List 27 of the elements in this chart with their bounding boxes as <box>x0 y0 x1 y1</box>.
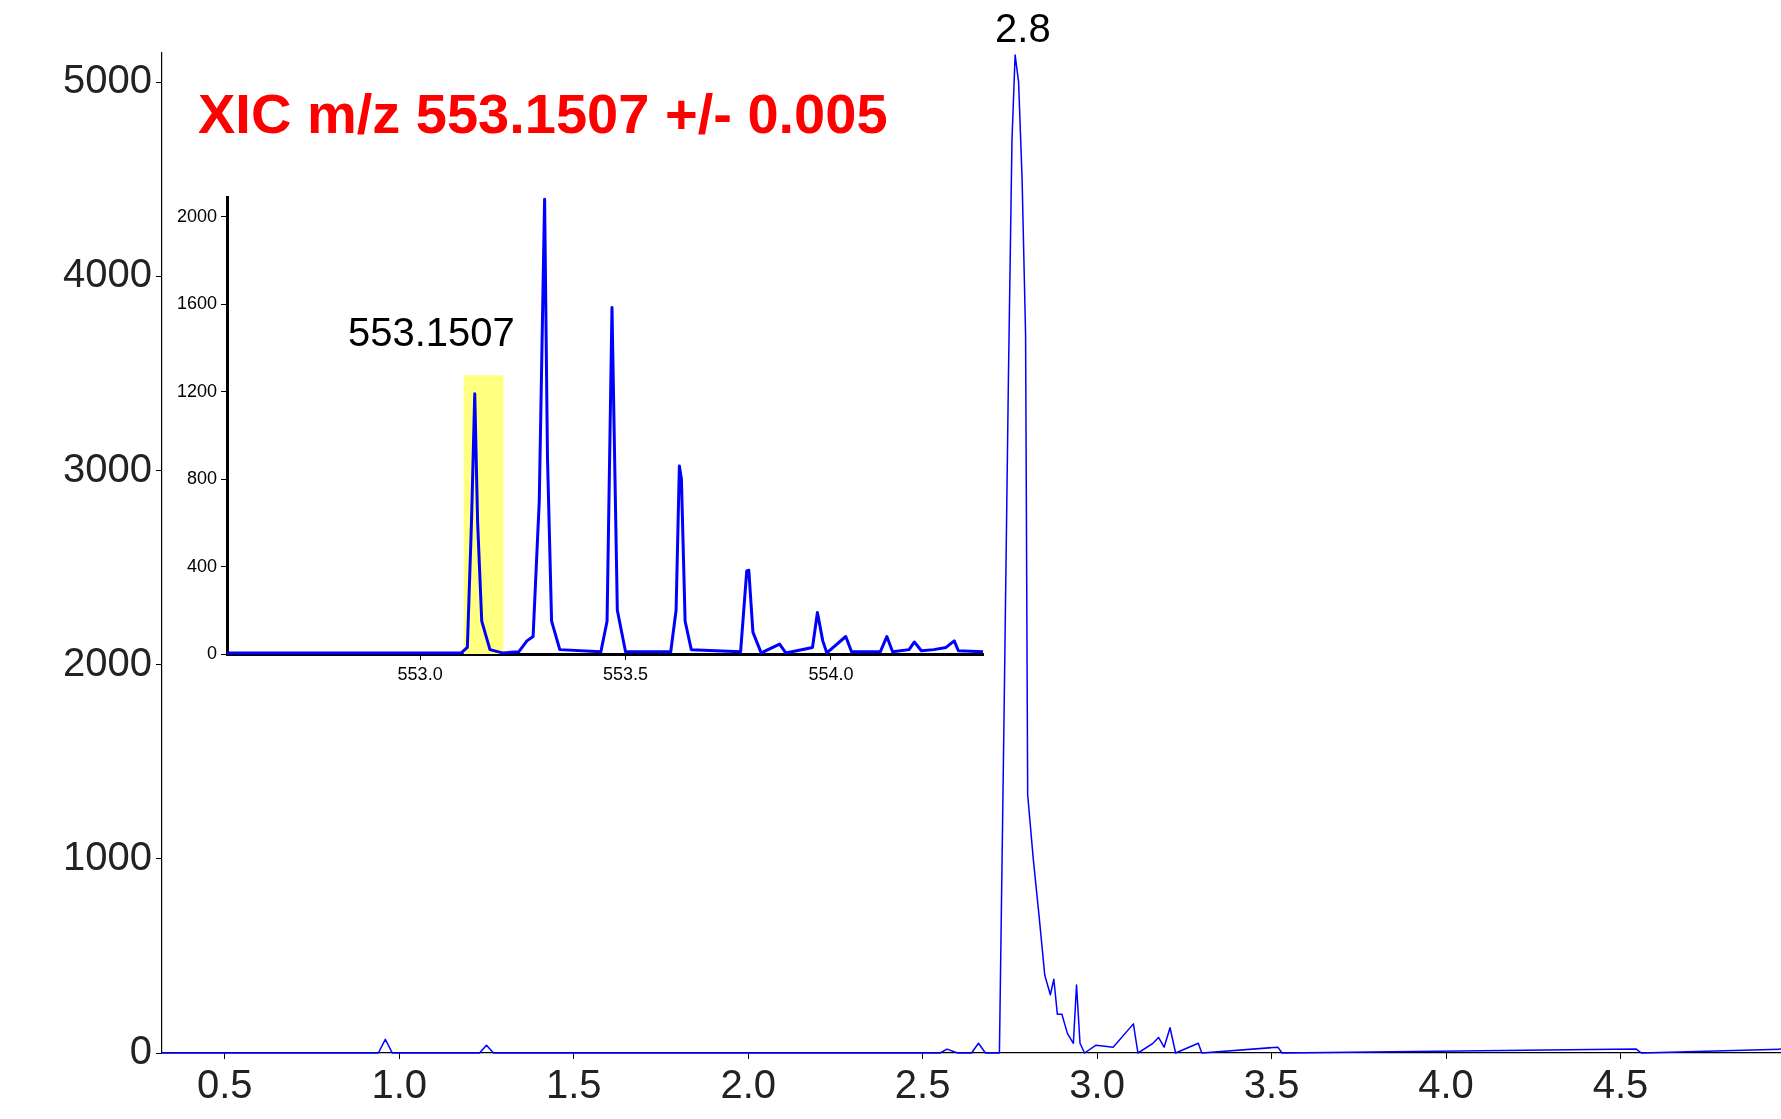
y-tick-label: 1600 <box>176 293 217 314</box>
y-tick-label: 1000 <box>63 833 152 878</box>
x-tick-label: 1.5 <box>545 1062 602 1107</box>
x-tick-label: 3.5 <box>1243 1062 1300 1107</box>
y-tick-label: 800 <box>186 468 217 489</box>
y-tick-label: 3000 <box>63 445 152 490</box>
y-tick-label: 2000 <box>176 205 217 226</box>
x-tick-label: 4.0 <box>1418 1062 1474 1107</box>
x-tick-label: 554.0 <box>808 663 854 684</box>
y-tick-label: 5000 <box>63 57 152 102</box>
annotation: 2.8 <box>995 5 1051 50</box>
x-tick-label: 553.5 <box>603 663 649 684</box>
x-tick-label: 3.0 <box>1069 1062 1125 1107</box>
y-tick-label: 0 <box>129 1028 152 1073</box>
y-tick-label: 1200 <box>176 380 217 401</box>
text: XIC m/z 553.1507 +/- 0.005 <box>198 82 888 145</box>
y-tick-label: 2000 <box>63 639 152 684</box>
y-tick-label: 0 <box>206 642 217 663</box>
x-tick-label: 553.0 <box>397 663 443 684</box>
x-tick-label: 1.0 <box>371 1062 428 1107</box>
x-tick-label: 2.5 <box>894 1062 951 1107</box>
y-tick-label: 4000 <box>63 251 152 296</box>
y-tick-label: 400 <box>186 555 217 576</box>
x-tick-label: 0.5 <box>197 1062 253 1107</box>
x-tick-label: 2.0 <box>720 1062 776 1107</box>
x-tick-label: 4.5 <box>1592 1062 1649 1107</box>
annotation: 553.1507 <box>347 310 515 355</box>
